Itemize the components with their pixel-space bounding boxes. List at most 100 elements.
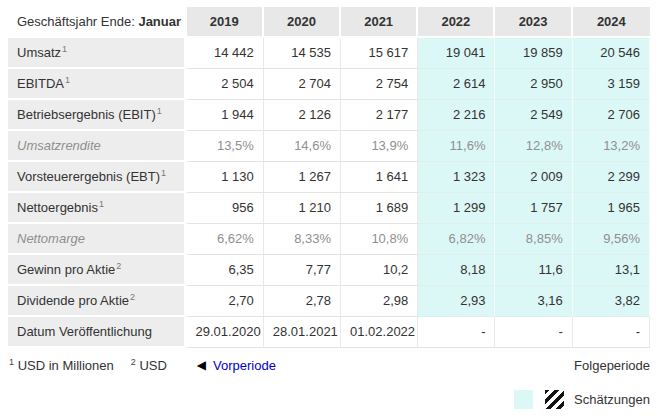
prev-arrow-icon: ◀ — [197, 358, 206, 372]
value-cell: 2 126 — [264, 100, 341, 131]
value-cell: 1 323 — [418, 162, 495, 193]
value-cell: 2 009 — [495, 162, 572, 193]
year-column-header: 2023 — [495, 7, 572, 38]
value-cell: 28.01.2021 — [264, 317, 341, 348]
vorperiode-link[interactable]: ◀Vorperiode — [197, 358, 276, 373]
table-footer: 1 USD in Millionen 2 USD ◀Vorperiode Fol… — [8, 357, 650, 373]
financials-page: Geschäftsjahr Ende: Januar 2019202020212… — [0, 0, 658, 418]
value-cell: - — [418, 317, 495, 348]
value-cell: 1 944 — [187, 100, 264, 131]
row-label: Umsatzrendite — [8, 131, 187, 162]
row-label: Nettomarge — [8, 224, 187, 255]
fiscal-year-end-label: Geschäftsjahr Ende: — [17, 14, 138, 29]
value-cell: 1 299 — [418, 193, 495, 224]
row-label: Dividende pro Aktie2 — [8, 286, 187, 317]
value-cell: 14 535 — [264, 38, 341, 69]
estimates-legend: Schätzungen — [8, 390, 650, 409]
table-row: Dividende pro Aktie22,702,782,982,933,16… — [8, 286, 650, 317]
table-row: Gewinn pro Aktie26,357,7710,28,1811,613,… — [8, 255, 650, 286]
legend-label: Schätzungen — [574, 392, 650, 407]
value-cell: 2 754 — [341, 69, 418, 100]
value-cell: 14 442 — [187, 38, 264, 69]
value-cell: 1 130 — [187, 162, 264, 193]
value-cell: 7,77 — [264, 255, 341, 286]
footnote-2: 2 USD — [130, 357, 167, 373]
value-cell: 19 041 — [418, 38, 495, 69]
value-cell: 1 757 — [495, 193, 572, 224]
value-cell: 2 704 — [264, 69, 341, 100]
table-row: Betriebsergebnis (EBIT)11 9442 1262 1772… — [8, 100, 650, 131]
year-column-header: 2021 — [341, 7, 418, 38]
row-label: Umsatz1 — [8, 38, 187, 69]
value-cell: 8,33% — [264, 224, 341, 255]
row-label: EBITDA1 — [8, 69, 187, 100]
table-row: Umsatz114 44214 53515 61719 04119 85920 … — [8, 38, 650, 69]
value-cell: 1 965 — [573, 193, 650, 224]
value-cell: 2,78 — [264, 286, 341, 317]
year-column-header: 2019 — [187, 7, 264, 38]
value-cell: 6,62% — [187, 224, 264, 255]
value-cell: 2 216 — [418, 100, 495, 131]
row-label: Datum Veröffentlichung — [8, 317, 187, 348]
corner-header: Geschäftsjahr Ende: Januar — [8, 7, 187, 38]
footnote-marker: 1 — [99, 199, 104, 209]
value-cell: 3,82 — [573, 286, 650, 317]
value-cell: 2 706 — [573, 100, 650, 131]
value-cell: 3 159 — [573, 69, 650, 100]
value-cell: 13,5% — [187, 131, 264, 162]
table-row: Nettomarge6,62%8,33%10,8%6,82%8,85%9,56% — [8, 224, 650, 255]
footnote-1: 1 USD in Millionen — [8, 357, 114, 373]
table-row: Nettoergebnis19561 2101 6891 2991 7571 9… — [8, 193, 650, 224]
value-cell: 2 177 — [341, 100, 418, 131]
value-cell: 6,82% — [418, 224, 495, 255]
value-cell: - — [573, 317, 650, 348]
value-cell: 29.01.2020 — [187, 317, 264, 348]
value-cell: 1 689 — [341, 193, 418, 224]
footnotes: 1 USD in Millionen 2 USD — [8, 357, 183, 373]
row-label: Gewinn pro Aktie2 — [8, 255, 187, 286]
value-cell: 13,2% — [573, 131, 650, 162]
table-row: Umsatzrendite13,5%14,6%13,9%11,6%12,8%13… — [8, 131, 650, 162]
value-cell: 01.02.2022 — [341, 317, 418, 348]
table-row: Vorsteuerergebnis (EBT)11 1301 2671 6411… — [8, 162, 650, 193]
value-cell: 14,6% — [264, 131, 341, 162]
fiscal-year-end-month: Januar — [138, 14, 181, 29]
value-cell: 1 267 — [264, 162, 341, 193]
footnote-marker: 1 — [157, 106, 162, 116]
table-row: EBITDA12 5042 7042 7542 6142 9503 159 — [8, 69, 650, 100]
financial-table: Geschäftsjahr Ende: Januar 2019202020212… — [8, 7, 650, 348]
value-cell: 1 641 — [341, 162, 418, 193]
value-cell: 2 299 — [573, 162, 650, 193]
value-cell: 2 614 — [418, 69, 495, 100]
value-cell: 8,85% — [495, 224, 572, 255]
value-cell: 13,9% — [341, 131, 418, 162]
value-cell: 9,56% — [573, 224, 650, 255]
value-cell: 10,8% — [341, 224, 418, 255]
value-cell: 19 859 — [495, 38, 572, 69]
value-cell: 11,6% — [418, 131, 495, 162]
table-header-row: Geschäftsjahr Ende: Januar 2019202020212… — [8, 7, 650, 38]
value-cell: 13,1 — [573, 255, 650, 286]
value-cell: 2 504 — [187, 69, 264, 100]
value-cell: 20 546 — [573, 38, 650, 69]
value-cell: 11,6 — [495, 255, 572, 286]
footnote-marker: 2 — [130, 292, 135, 302]
footnote-marker: 1 — [161, 168, 166, 178]
value-cell: 2 950 — [495, 69, 572, 100]
value-cell: 3,16 — [495, 286, 572, 317]
year-column-header: 2024 — [573, 7, 650, 38]
estimate-color-swatch — [514, 390, 533, 409]
value-cell: - — [495, 317, 572, 348]
value-cell: 8,18 — [418, 255, 495, 286]
row-label: Nettoergebnis1 — [8, 193, 187, 224]
value-cell: 956 — [187, 193, 264, 224]
value-cell: 1 210 — [264, 193, 341, 224]
value-cell: 6,35 — [187, 255, 264, 286]
footnote-marker: 1 — [62, 44, 67, 54]
year-column-header: 2020 — [264, 7, 341, 38]
year-column-header: 2022 — [418, 7, 495, 38]
value-cell: 2,93 — [418, 286, 495, 317]
estimate-hatch-swatch — [545, 390, 564, 409]
value-cell: 15 617 — [341, 38, 418, 69]
row-label: Vorsteuerergebnis (EBT)1 — [8, 162, 187, 193]
